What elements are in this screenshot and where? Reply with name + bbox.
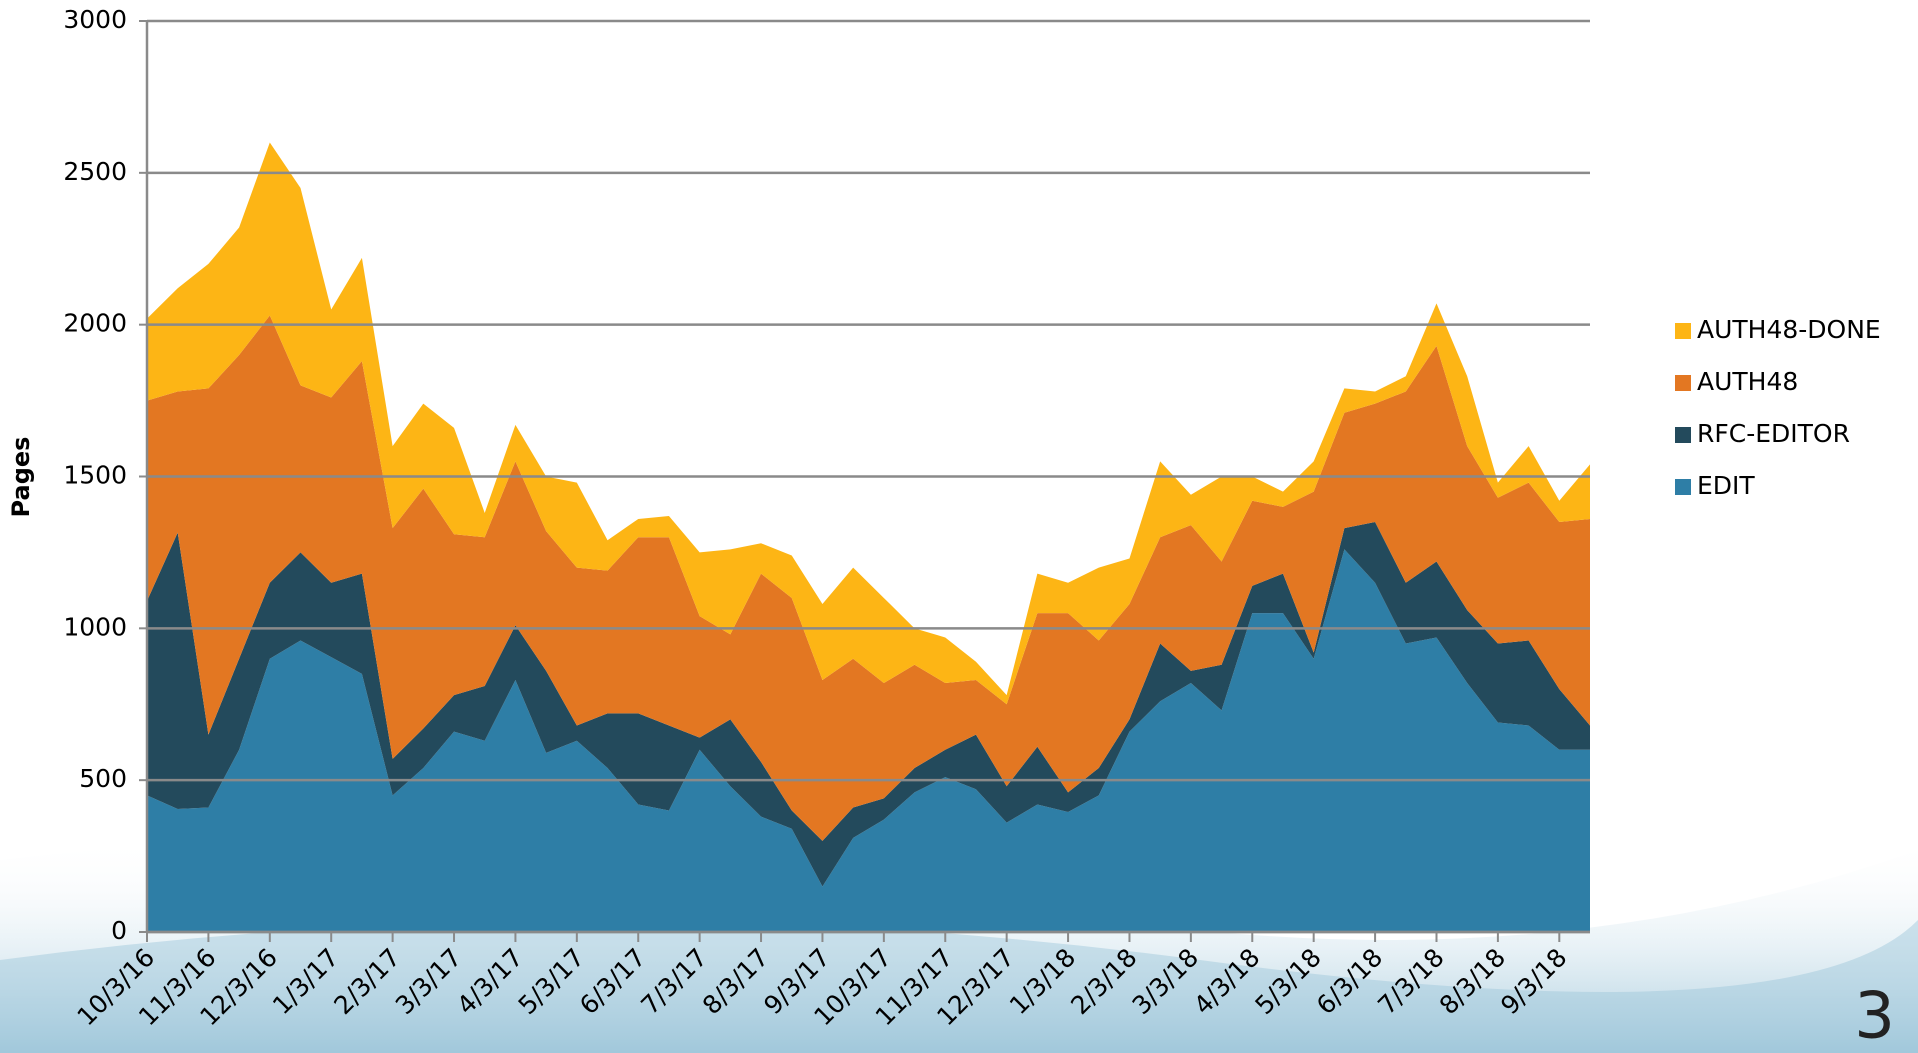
legend-label: RFC-EDITOR bbox=[1697, 419, 1850, 448]
area bbox=[147, 522, 1590, 887]
y-tick-label: 3000 bbox=[63, 5, 127, 34]
legend-swatch bbox=[1675, 375, 1691, 391]
legend-swatch bbox=[1675, 479, 1691, 495]
y-tick-label: 1500 bbox=[63, 461, 127, 490]
legend-swatch bbox=[1675, 427, 1691, 443]
page-number: 3 bbox=[1854, 980, 1895, 1053]
y-tick-label: 2500 bbox=[63, 157, 127, 186]
area bbox=[147, 549, 1590, 932]
area bbox=[147, 315, 1590, 841]
y-axis-label: Pages bbox=[7, 437, 35, 518]
legend-label: AUTH48 bbox=[1697, 367, 1798, 396]
y-tick-label: 500 bbox=[79, 764, 127, 793]
legend-label: AUTH48-DONE bbox=[1697, 315, 1881, 344]
y-tick-label: 1000 bbox=[63, 612, 127, 641]
background-wave bbox=[0, 920, 1918, 1053]
area bbox=[147, 142, 1590, 705]
legend-swatch bbox=[1675, 323, 1691, 339]
y-tick-label: 2000 bbox=[63, 309, 127, 338]
y-tick-label: 0 bbox=[111, 916, 127, 945]
legend-label: EDIT bbox=[1697, 471, 1755, 500]
